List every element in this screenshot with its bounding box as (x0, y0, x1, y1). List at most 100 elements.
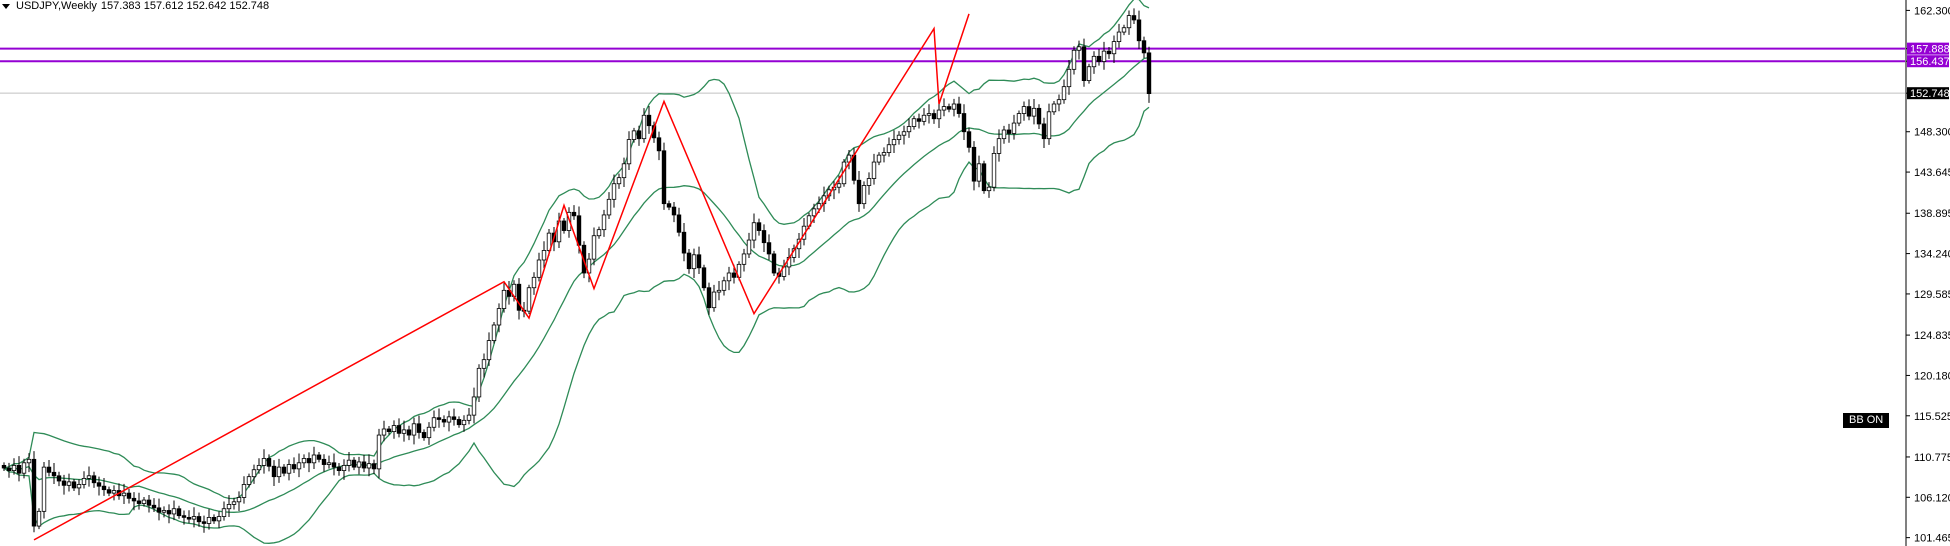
candle-body (911, 118, 917, 127)
candle-body (71, 481, 77, 489)
candle-body (1011, 122, 1017, 134)
candle-body (866, 178, 872, 186)
y-tick-label: 162.300 (1914, 5, 1950, 17)
candle-body (1131, 15, 1137, 21)
y-tick-label: 120.180 (1914, 370, 1950, 382)
candle-body (501, 289, 507, 309)
candles (1, 8, 1152, 533)
candle-body (981, 163, 987, 192)
candle-body (91, 475, 97, 484)
candle-body (1, 464, 7, 469)
candle-body (391, 425, 397, 432)
candle-body (546, 232, 552, 251)
candle-body (731, 272, 737, 278)
candle-body (401, 429, 407, 434)
candle-body (221, 508, 227, 517)
candle-body (756, 222, 762, 231)
candle-body (881, 152, 887, 156)
candle-body (166, 510, 172, 515)
candle-body (306, 458, 312, 464)
candle-body (956, 103, 962, 114)
candle-body (386, 428, 392, 432)
candle-body (46, 466, 52, 473)
candle-body (41, 466, 47, 512)
candle-body (1136, 19, 1142, 42)
candle-body (721, 280, 727, 291)
candle-body (471, 396, 477, 416)
price-tag-label: 156.437 (1910, 56, 1950, 68)
candle-body (481, 359, 487, 369)
candle-body (161, 510, 167, 513)
candle-body (1021, 106, 1027, 114)
candle-body (421, 432, 427, 439)
candle-body (241, 484, 247, 498)
candle-body (331, 462, 337, 468)
candle-body (61, 480, 67, 486)
candle-body (771, 253, 777, 274)
candle-body (811, 208, 817, 217)
candle-body (1026, 106, 1032, 117)
y-tick-label: 143.645 (1914, 167, 1950, 179)
candle-body (891, 139, 897, 146)
candle-body (316, 454, 322, 460)
candle-body (141, 499, 147, 504)
candle-body (236, 497, 242, 503)
bb-middle-band (3, 56, 1150, 513)
y-tick-label: 129.585 (1914, 289, 1950, 301)
bb-on-badge[interactable]: BB ON (1843, 413, 1890, 428)
candle-body (696, 254, 702, 269)
candle-body (196, 516, 202, 523)
candle-body (631, 130, 637, 140)
candle-body (66, 481, 72, 486)
candle-body (451, 416, 457, 420)
candle-body (1001, 129, 1007, 140)
candle-body (766, 242, 772, 255)
candle-body (816, 203, 822, 210)
candle-body (726, 272, 732, 282)
candle-body (621, 163, 627, 179)
candle-body (1031, 107, 1037, 117)
candle-body (761, 230, 767, 244)
candle-body (921, 114, 927, 122)
dropdown-triangle-icon[interactable] (2, 3, 10, 9)
candle-body (466, 414, 472, 421)
candle-body (896, 134, 902, 140)
candle-body (1006, 129, 1012, 134)
candle-body (876, 154, 882, 163)
candle-body (701, 267, 707, 289)
y-tick-label: 110.775 (1914, 452, 1950, 464)
candle-body (101, 485, 107, 491)
candle-body (251, 469, 257, 478)
candle-body (1056, 99, 1062, 105)
candle-body (216, 516, 222, 522)
candle-body (11, 464, 17, 471)
candle-body (346, 459, 352, 466)
candle-body (526, 287, 532, 312)
candle-body (296, 462, 302, 470)
candle-body (666, 203, 672, 208)
candle-body (446, 416, 452, 423)
candle-body (1071, 49, 1077, 70)
candle-body (656, 137, 662, 152)
candle-body (971, 146, 977, 182)
candle-body (26, 458, 32, 464)
candle-body (1016, 113, 1022, 124)
candle-body (851, 154, 857, 181)
candle-body (461, 419, 467, 426)
candle-body (1101, 50, 1107, 62)
candle-body (641, 114, 647, 140)
candle-body (536, 259, 542, 278)
candle-body (676, 214, 682, 233)
candle-body (626, 139, 632, 165)
candle-body (486, 340, 492, 361)
candle-body (86, 475, 92, 479)
candle-body (636, 130, 642, 140)
candle-body (616, 177, 622, 185)
candle-body (131, 497, 137, 502)
candle-body (671, 206, 677, 216)
candle-body (351, 459, 357, 468)
candle-body (456, 419, 462, 426)
candle-body (371, 463, 377, 470)
candle-body (56, 475, 62, 482)
